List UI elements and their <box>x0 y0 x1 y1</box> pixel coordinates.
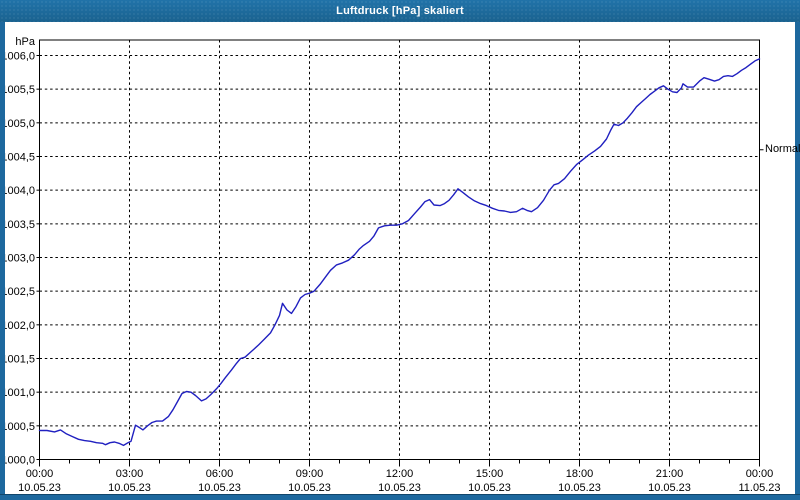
y-tick-label: 1000,5 <box>5 421 35 433</box>
x-tick-time-label: 18:00 <box>566 468 594 480</box>
normal-marker-label: Normal <box>765 143 800 155</box>
x-tick-time-label: 06:00 <box>206 468 234 480</box>
y-tick-label: 1006,0 <box>5 50 35 62</box>
y-tick-label: 1005,5 <box>5 84 35 96</box>
x-tick-date-label: 10.05.23 <box>288 482 331 494</box>
x-tick-date-label: 10.05.23 <box>378 482 421 494</box>
x-tick-time-label: 00:00 <box>746 468 774 480</box>
x-tick-time-label: 12:00 <box>386 468 414 480</box>
y-tick-label: 1004,5 <box>5 151 35 163</box>
x-tick-date-label: 10.05.23 <box>468 482 511 494</box>
y-tick-label: 1003,5 <box>5 219 35 231</box>
pressure-line <box>38 58 761 447</box>
y-axis-unit-label: hPa <box>15 36 35 48</box>
x-tick-date-label: 10.05.23 <box>648 482 691 494</box>
x-tick-time-label: 03:00 <box>116 468 144 480</box>
title-bar[interactable]: Luftdruck [hPa] skaliert <box>0 0 800 22</box>
x-tick-time-label: 21:00 <box>656 468 684 480</box>
x-tick-date-label: 10.05.23 <box>198 482 241 494</box>
window-bottom-border <box>0 494 800 500</box>
y-tick-label: 1001,5 <box>5 353 35 365</box>
window-title: Luftdruck [hPa] skaliert <box>336 5 464 17</box>
x-tick-date-label: 10.05.23 <box>108 482 151 494</box>
y-tick-label: 1002,0 <box>5 320 35 332</box>
chart-area: 1000,0 1000,5 1001,0 1001,5 1002,0 1002,5 1003… <box>5 22 800 494</box>
y-tick-label: 1001,0 <box>5 387 35 399</box>
x-tick-time-label: 15:00 <box>476 468 504 480</box>
pressure-chart: 1000,0 1000,5 1001,0 1001,5 1002,0 1002,5 1003… <box>5 39 781 494</box>
y-tick-label: 1003,0 <box>5 252 35 264</box>
y-tick-label: 1002,5 <box>5 286 35 298</box>
x-tick-time-label: 09:00 <box>296 468 324 480</box>
x-tick-date-label: 11.05.23 <box>738 482 780 494</box>
y-tick-label: 1000,0 <box>5 455 35 467</box>
x-tick-date-label: 10.05.23 <box>558 482 601 494</box>
x-tick-date-label: 10.05.23 <box>18 482 61 494</box>
y-tick-label: 1005,0 <box>5 118 35 130</box>
y-tick-label: 1004,0 <box>5 185 35 197</box>
x-tick-time-label: 00:00 <box>26 468 54 480</box>
